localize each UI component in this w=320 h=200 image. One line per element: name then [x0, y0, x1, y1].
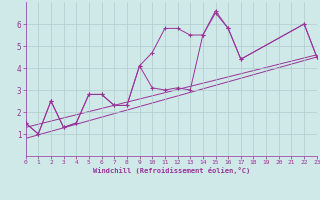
X-axis label: Windchill (Refroidissement éolien,°C): Windchill (Refroidissement éolien,°C)	[92, 167, 250, 174]
